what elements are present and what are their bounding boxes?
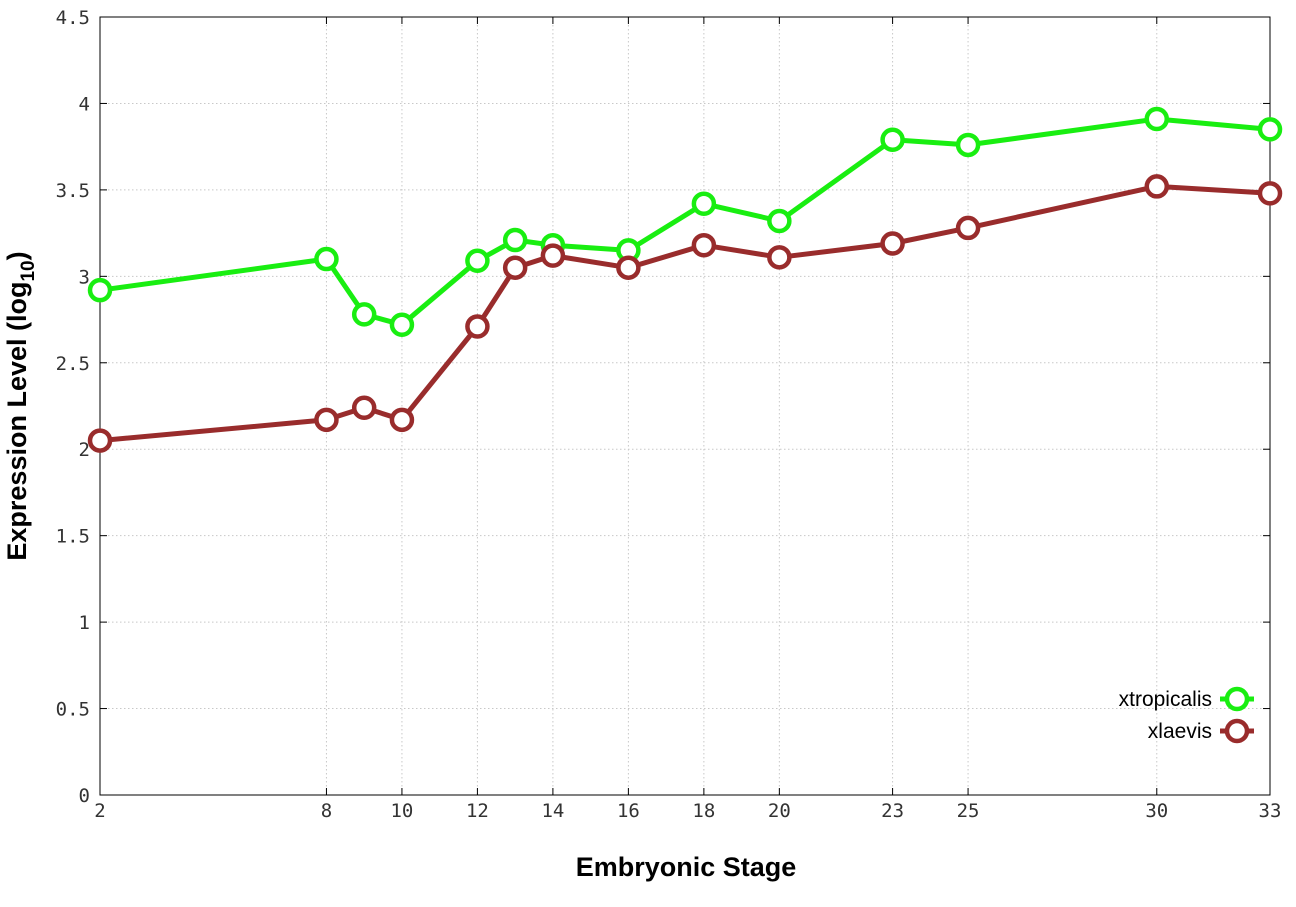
data-point xyxy=(1144,174,1170,199)
y-axis-title-close: ) xyxy=(2,251,32,260)
data-point xyxy=(1144,106,1170,132)
data-point xyxy=(1257,181,1283,206)
x-tick-label: 33 xyxy=(1259,800,1282,822)
data-point xyxy=(314,246,339,272)
legend: xtropicalis xlaevis xyxy=(1119,686,1254,744)
legend-label: xlaevis xyxy=(1148,720,1212,743)
y-tick-label: 1 xyxy=(79,612,90,634)
data-point xyxy=(465,248,490,274)
x-tick-label: 14 xyxy=(541,800,564,822)
data-point xyxy=(880,127,905,153)
y-tick-label: 4 xyxy=(79,93,90,115)
series-group xyxy=(87,106,1283,453)
y-tick-label: 3.5 xyxy=(56,180,90,202)
x-tick-label: 2 xyxy=(94,800,105,822)
series-xlaevis xyxy=(87,174,1283,453)
data-point xyxy=(540,243,566,268)
x-tick-label: 30 xyxy=(1145,800,1168,822)
plot-frame xyxy=(99,16,1271,796)
data-point xyxy=(767,245,792,270)
data-point xyxy=(691,191,717,216)
y-tick-label: 2 xyxy=(79,439,90,461)
x-tick-label: 25 xyxy=(957,800,980,822)
data-point xyxy=(389,407,415,433)
data-point xyxy=(351,395,377,420)
data-point xyxy=(389,312,415,337)
data-point xyxy=(955,132,981,158)
data-point xyxy=(502,227,528,253)
data-point xyxy=(465,314,490,339)
y-axis-title-main: Expression Level (log xyxy=(2,282,32,561)
data-point xyxy=(314,407,339,433)
data-point xyxy=(767,208,792,234)
x-tick-label: 16 xyxy=(617,800,640,822)
data-point xyxy=(502,255,528,280)
x-tick-label: 10 xyxy=(390,800,413,822)
x-axis-title: Embryonic Stage xyxy=(576,852,797,882)
x-tick-label: 18 xyxy=(692,800,715,822)
data-point xyxy=(880,231,905,256)
y-tick-label: 1.5 xyxy=(56,526,90,548)
x-tick-label: 23 xyxy=(881,800,904,822)
data-point xyxy=(691,232,717,258)
axis-ticks: 0 0.5 1 1.5 2 2.5 3 3.5 4 4.5 2 8 10 12 14 16 18 20 23 25 30… xyxy=(56,7,1282,822)
data-point xyxy=(351,302,377,327)
x-tick-label: 8 xyxy=(321,800,332,822)
data-point xyxy=(87,428,113,453)
data-point xyxy=(87,277,113,303)
y-tick-label: 3 xyxy=(79,266,90,288)
y-tick-label: 4.5 xyxy=(56,7,90,29)
y-axis-title-subscript: 10 xyxy=(18,260,39,281)
legend-marker xyxy=(1224,686,1250,712)
y-axis-title: Expression Level (log10) xyxy=(2,251,39,560)
y-tick-label: 0 xyxy=(79,785,90,807)
y-tick-label: 2.5 xyxy=(56,353,90,375)
x-tick-label: 20 xyxy=(768,800,791,822)
legend-label: xtropicalis xyxy=(1119,688,1212,711)
data-point xyxy=(1257,117,1283,142)
y-tick-label: 0.5 xyxy=(56,699,90,721)
data-point xyxy=(955,215,981,241)
data-point xyxy=(616,255,641,280)
legend-marker xyxy=(1224,718,1250,744)
x-tick-label: 12 xyxy=(466,800,489,822)
